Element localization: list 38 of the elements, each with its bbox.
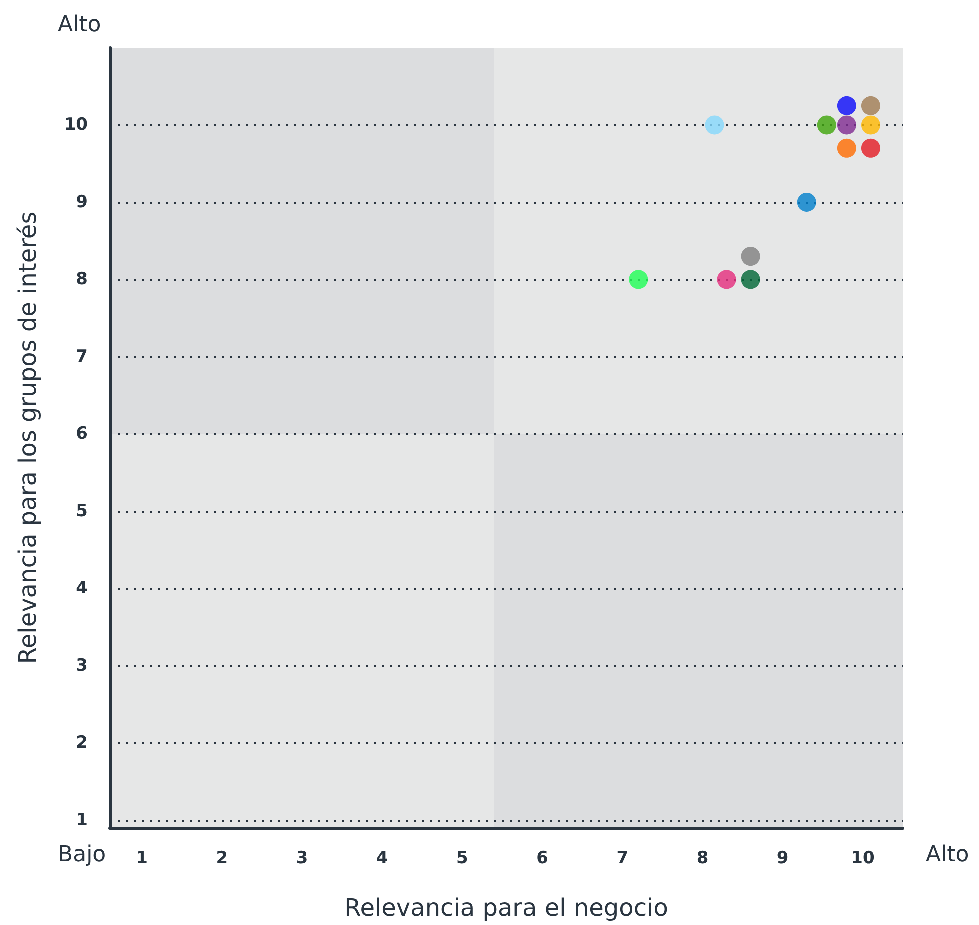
point — [817, 116, 836, 135]
x-tick-label: 7 — [616, 848, 629, 868]
x-tick-label: 10 — [851, 848, 875, 868]
point — [705, 116, 724, 135]
y-tick-label: 6 — [76, 424, 88, 444]
text: Alto — [58, 12, 102, 38]
point — [717, 270, 736, 290]
y-tick-label: 3 — [76, 656, 88, 676]
y-tick-label: 4 — [76, 578, 88, 599]
point — [741, 270, 760, 290]
point — [837, 138, 856, 158]
y-tick-label: 5 — [76, 501, 88, 522]
x-tick-label: 8 — [696, 848, 709, 868]
point — [629, 270, 648, 290]
y-tick-label: 1 — [76, 810, 88, 830]
point — [797, 192, 816, 212]
y-tick-label: 9 — [76, 192, 88, 212]
point — [837, 116, 856, 135]
x-tick-label: 3 — [296, 848, 308, 868]
x-tick-label: 6 — [536, 848, 548, 868]
x-axis-title: Relevancia para el negocio — [344, 894, 668, 922]
x-tick-label: 5 — [456, 848, 468, 868]
point — [741, 247, 760, 266]
point — [861, 96, 880, 116]
y-axis-title: Relevancia para los grupos de interés — [14, 212, 42, 664]
x-tick-label: 1 — [136, 848, 148, 868]
y-tick-label: 10 — [64, 115, 88, 136]
x-tick-label: 4 — [376, 848, 388, 868]
y-tick-label: 8 — [76, 270, 88, 290]
text: Alto — [926, 842, 970, 868]
x-tick-label: 9 — [776, 848, 789, 868]
y-tick-label: 2 — [76, 733, 88, 754]
text: Bajo — [58, 842, 106, 868]
point — [837, 96, 856, 116]
point — [861, 138, 880, 158]
point — [861, 116, 880, 135]
x-tick-label: 2 — [216, 848, 228, 868]
y-tick-label: 7 — [76, 346, 88, 367]
